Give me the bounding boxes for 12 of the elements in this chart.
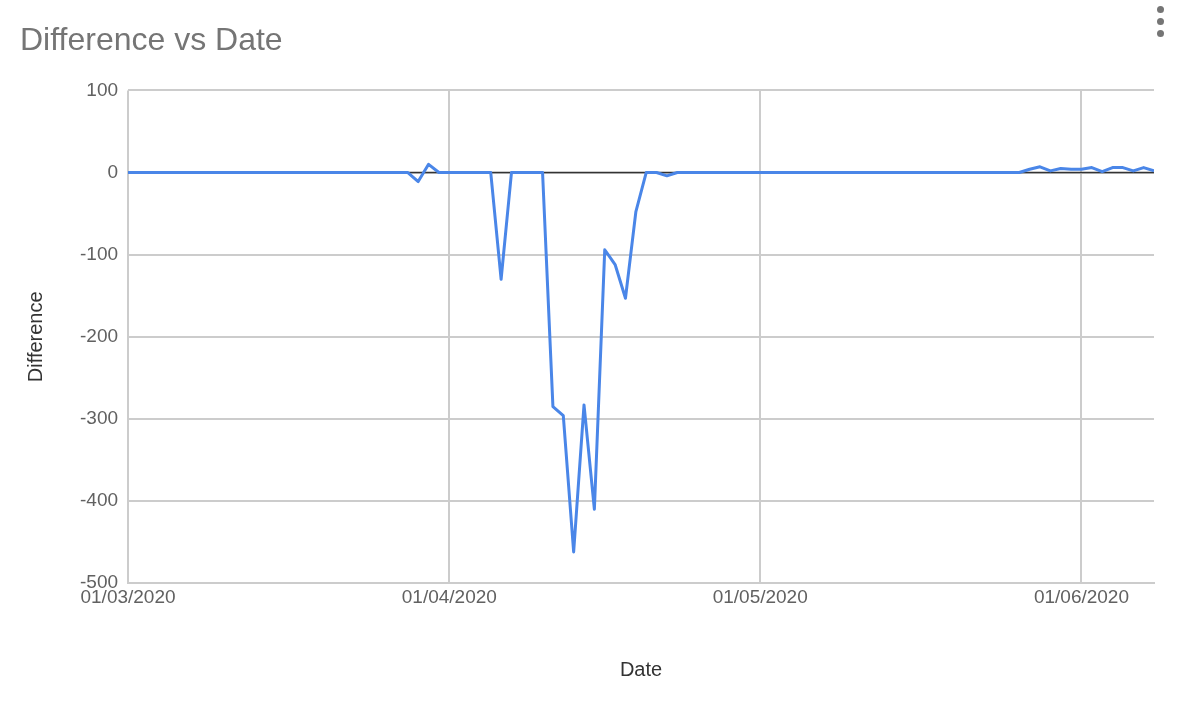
y-tick-label: 100 [86, 78, 119, 100]
chart-title: Difference vs Date [20, 21, 283, 58]
x-axis-title: Date [619, 657, 663, 680]
y-tick-label: -400 [80, 489, 119, 511]
x-tick-label: 01/04/2020 [401, 585, 497, 607]
y-tick-label: -300 [80, 407, 119, 429]
y-tick-label: -200 [80, 325, 119, 347]
x-tick-label: 01/05/2020 [712, 585, 808, 607]
y-tick-label: 0 [107, 160, 119, 182]
y-tick-label: -100 [80, 242, 119, 264]
x-tick-label: 01/06/2020 [1033, 585, 1129, 607]
y-axis-title: Difference [23, 291, 46, 383]
